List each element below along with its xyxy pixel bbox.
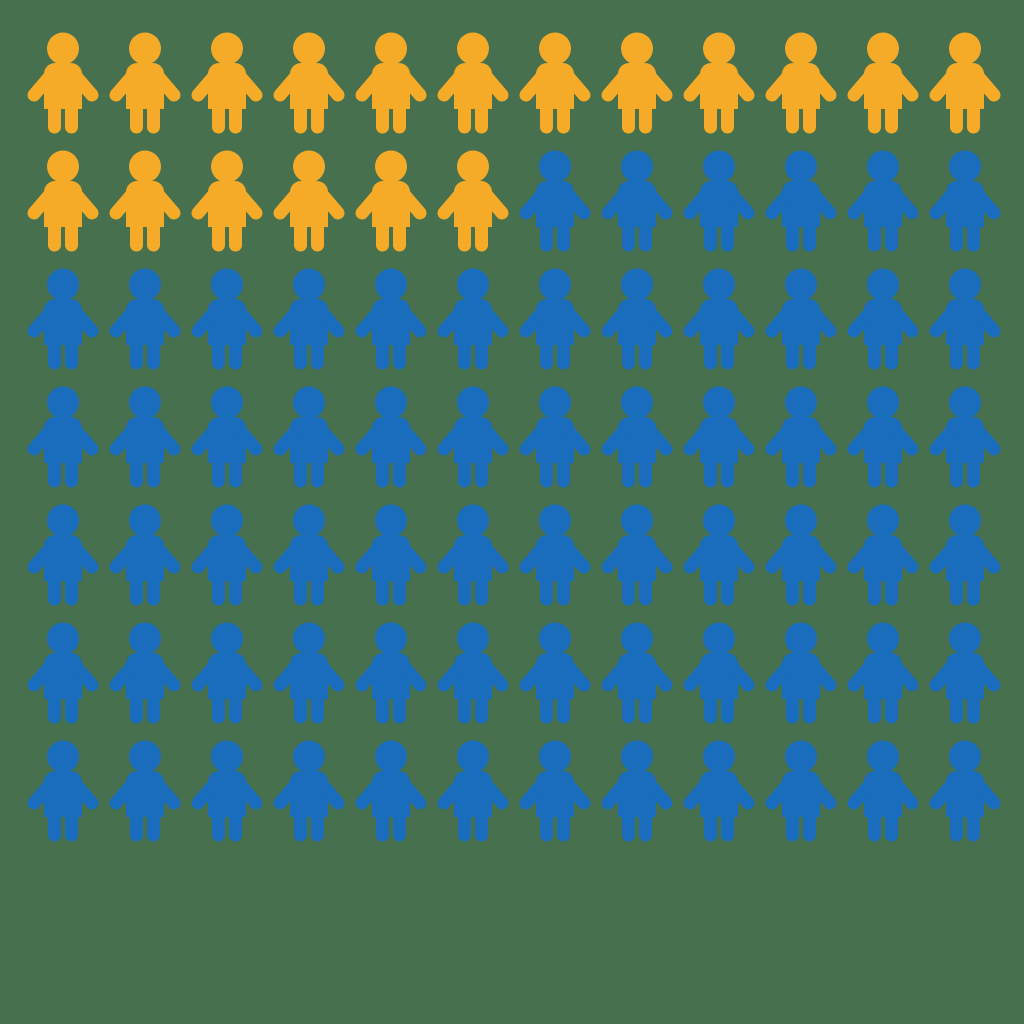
- person-icon: [601, 740, 673, 842]
- person-icon: [601, 622, 673, 724]
- person-icon: [765, 504, 837, 606]
- person-icon: [437, 32, 509, 134]
- person-icon: [929, 32, 1001, 134]
- person-icon: [847, 150, 919, 252]
- person-icon: [765, 740, 837, 842]
- person-icon: [109, 32, 181, 134]
- person-icon: [437, 386, 509, 488]
- person-icon: [273, 32, 345, 134]
- person-icon: [765, 268, 837, 370]
- person-icon: [191, 150, 263, 252]
- person-icon: [765, 32, 837, 134]
- person-icon: [683, 622, 755, 724]
- person-icon: [273, 622, 345, 724]
- person-icon: [355, 32, 427, 134]
- person-icon: [191, 386, 263, 488]
- person-icon: [847, 504, 919, 606]
- person-icon: [929, 622, 1001, 724]
- person-icon: [437, 622, 509, 724]
- person-icon: [191, 740, 263, 842]
- person-icon: [683, 740, 755, 842]
- person-icon: [929, 740, 1001, 842]
- person-icon: [683, 32, 755, 134]
- person-icon: [601, 150, 673, 252]
- person-icon: [519, 622, 591, 724]
- person-icon: [27, 504, 99, 606]
- person-icon: [437, 504, 509, 606]
- person-icon: [191, 622, 263, 724]
- person-icon: [273, 150, 345, 252]
- person-icon: [519, 504, 591, 606]
- person-icon: [601, 268, 673, 370]
- person-icon: [109, 740, 181, 842]
- person-icon: [601, 504, 673, 606]
- person-icon: [191, 32, 263, 134]
- person-icon: [437, 150, 509, 252]
- person-icon: [847, 622, 919, 724]
- person-icon: [27, 32, 99, 134]
- person-icon: [683, 268, 755, 370]
- person-icon: [191, 504, 263, 606]
- person-icon: [27, 622, 99, 724]
- person-icon: [929, 150, 1001, 252]
- person-icon-grid: [26, 32, 1002, 842]
- person-icon: [847, 740, 919, 842]
- person-icon: [355, 268, 427, 370]
- person-icon: [519, 386, 591, 488]
- person-icon: [519, 32, 591, 134]
- person-icon: [519, 740, 591, 842]
- person-icon: [109, 622, 181, 724]
- person-icon: [27, 740, 99, 842]
- person-icon: [847, 268, 919, 370]
- person-icon: [765, 150, 837, 252]
- person-icon: [27, 386, 99, 488]
- person-icon: [355, 622, 427, 724]
- person-icon: [847, 32, 919, 134]
- person-icon: [191, 268, 263, 370]
- person-icon: [355, 504, 427, 606]
- person-icon: [355, 150, 427, 252]
- person-icon: [273, 740, 345, 842]
- person-icon: [355, 386, 427, 488]
- person-icon: [519, 268, 591, 370]
- person-icon: [683, 150, 755, 252]
- person-icon: [519, 150, 591, 252]
- person-icon: [109, 268, 181, 370]
- person-icon: [273, 268, 345, 370]
- person-icon: [273, 386, 345, 488]
- person-icon: [765, 386, 837, 488]
- person-icon: [273, 504, 345, 606]
- person-icon: [109, 386, 181, 488]
- person-icon: [601, 386, 673, 488]
- person-icon: [929, 386, 1001, 488]
- person-icon: [683, 504, 755, 606]
- person-icon: [929, 504, 1001, 606]
- person-icon: [27, 268, 99, 370]
- person-icon: [109, 504, 181, 606]
- person-icon: [929, 268, 1001, 370]
- person-icon: [437, 268, 509, 370]
- person-icon: [109, 150, 181, 252]
- person-icon: [601, 32, 673, 134]
- person-icon: [437, 740, 509, 842]
- person-icon: [765, 622, 837, 724]
- person-icon: [27, 150, 99, 252]
- person-icon: [683, 386, 755, 488]
- person-icon: [355, 740, 427, 842]
- person-icon: [847, 386, 919, 488]
